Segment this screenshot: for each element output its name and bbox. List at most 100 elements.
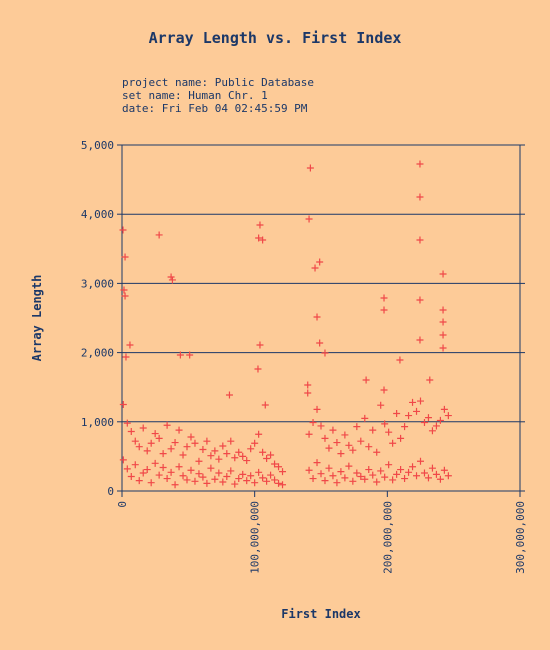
point <box>439 331 447 339</box>
point <box>227 467 235 475</box>
plot-frame <box>121 144 521 492</box>
point <box>329 426 337 434</box>
x-tick-label: 200,000,000 <box>381 501 394 574</box>
point <box>357 437 365 445</box>
point <box>424 474 432 482</box>
point <box>426 376 434 384</box>
point <box>159 463 167 471</box>
point <box>191 477 199 485</box>
x-tick-label: 300,000,000 <box>514 501 527 574</box>
point <box>381 420 389 428</box>
point <box>444 412 452 420</box>
point <box>171 481 179 489</box>
point <box>167 273 175 281</box>
point <box>235 448 243 456</box>
point <box>251 439 259 447</box>
point <box>263 477 271 485</box>
point <box>409 463 417 471</box>
point <box>317 470 325 478</box>
point <box>349 446 357 454</box>
point <box>428 464 436 472</box>
point <box>223 450 231 458</box>
point <box>333 439 341 447</box>
x-tick-label: 100,000,000 <box>249 501 262 574</box>
point <box>279 468 287 476</box>
point <box>365 443 373 451</box>
point <box>256 341 264 349</box>
point <box>247 472 255 480</box>
point <box>432 470 440 478</box>
point <box>325 444 333 452</box>
point <box>131 461 139 469</box>
point <box>436 475 444 483</box>
point <box>219 442 227 450</box>
point <box>167 468 175 476</box>
point <box>195 457 203 465</box>
point <box>135 477 143 485</box>
point <box>321 349 329 357</box>
point <box>199 445 207 453</box>
point <box>313 405 321 413</box>
point <box>385 461 393 469</box>
point <box>316 339 324 347</box>
point <box>123 419 131 427</box>
y-tick-label: 2,000 <box>81 347 114 360</box>
y-tick-label: 1,000 <box>81 416 114 429</box>
point <box>263 454 271 462</box>
point <box>155 231 163 239</box>
point <box>313 459 321 467</box>
point <box>311 264 319 272</box>
point <box>416 336 424 344</box>
point <box>211 475 219 483</box>
point <box>362 376 370 384</box>
point <box>187 466 195 474</box>
point <box>254 365 262 373</box>
point <box>203 479 211 487</box>
point <box>439 270 447 278</box>
point <box>186 351 194 359</box>
point <box>171 439 179 447</box>
point <box>207 464 215 472</box>
point <box>309 418 317 426</box>
point <box>353 423 361 431</box>
point <box>380 294 388 302</box>
point <box>413 407 421 415</box>
point <box>147 479 155 487</box>
point <box>279 481 287 489</box>
point <box>341 474 349 482</box>
point <box>255 430 263 438</box>
point <box>405 412 413 420</box>
info-line: set name: Human Chr. 1 <box>122 89 268 102</box>
point <box>239 452 247 460</box>
point <box>416 193 424 201</box>
point <box>428 427 436 435</box>
point <box>325 464 333 472</box>
point <box>271 460 279 468</box>
point <box>413 472 421 480</box>
point <box>231 480 239 488</box>
point <box>389 439 397 447</box>
point <box>211 447 219 455</box>
point <box>122 353 130 361</box>
point <box>135 443 143 451</box>
point <box>155 434 163 442</box>
point <box>139 469 147 477</box>
point <box>159 450 167 458</box>
point <box>317 422 325 430</box>
point <box>203 437 211 445</box>
point <box>439 306 447 314</box>
point <box>227 437 235 445</box>
point <box>121 253 129 261</box>
point <box>397 434 405 442</box>
point <box>357 472 365 480</box>
point <box>120 286 128 294</box>
point <box>121 292 129 300</box>
point <box>271 476 279 484</box>
point <box>341 431 349 439</box>
point <box>305 466 313 474</box>
point <box>247 445 255 453</box>
point <box>417 397 424 405</box>
point <box>151 430 159 438</box>
point <box>380 386 388 394</box>
